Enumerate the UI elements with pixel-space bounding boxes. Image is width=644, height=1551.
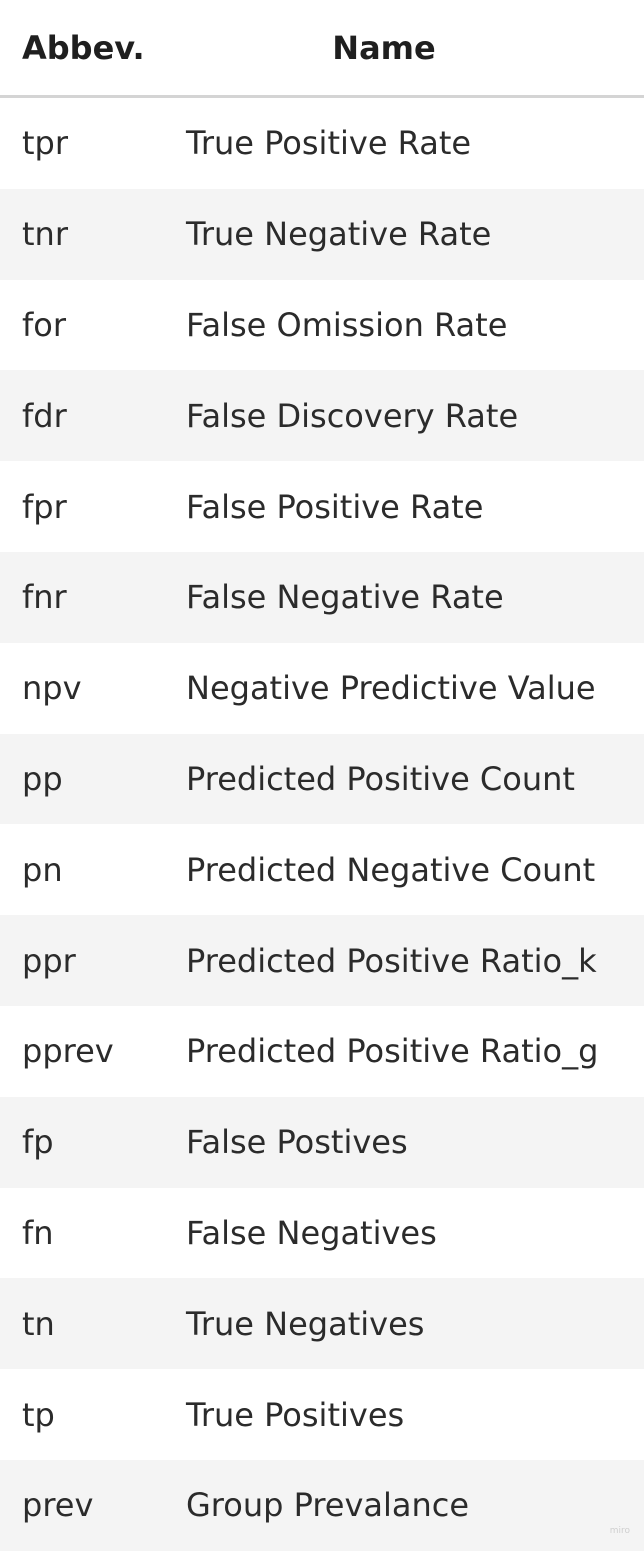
cell-abbrev: tnr — [22, 215, 68, 254]
cell-name: True Positive Rate — [186, 124, 472, 163]
table-row: pprev Predicted Positive Ratio_g — [0, 1006, 644, 1097]
table-row: fpr False Positive Rate — [0, 461, 644, 552]
cell-name: True Negative Rate — [186, 215, 492, 254]
cell-abbrev: pn — [22, 850, 63, 889]
cell-name: Group Prevalance — [186, 1486, 470, 1525]
cell-abbrev: ppr — [22, 941, 76, 980]
cell-abbrev: pprev — [22, 1032, 114, 1071]
table-row: npv Negative Predictive Value — [0, 643, 644, 734]
cell-abbrev: fdr — [22, 396, 67, 435]
cell-name: Predicted Positive Ratio_k — [186, 941, 597, 980]
header-name: Name — [332, 28, 436, 67]
cell-name: Predicted Positive Ratio_g — [186, 1032, 599, 1071]
cell-name: True Negatives — [186, 1304, 425, 1343]
cell-name: False Discovery Rate — [186, 396, 519, 435]
cell-abbrev: fnr — [22, 578, 67, 617]
header-abbrev: Abbev. — [22, 28, 145, 67]
cell-name: False Negative Rate — [186, 578, 504, 617]
cell-abbrev: pp — [22, 759, 63, 798]
cell-name: False Positive Rate — [186, 487, 484, 526]
table-row: fp False Postives — [0, 1096, 644, 1188]
cell-name: False Negatives — [186, 1213, 437, 1252]
table-row: tn True Negatives — [0, 1278, 644, 1370]
table-row: tnr True Negative Rate — [0, 188, 644, 280]
cell-abbrev: tp — [22, 1395, 55, 1434]
table-row: fn False Negatives — [0, 1188, 644, 1279]
cell-abbrev: for — [22, 305, 66, 344]
cell-name: Predicted Positive Count — [186, 759, 575, 798]
table-row: tpr True Positive Rate — [0, 98, 644, 189]
table-row: prev Group Prevalance — [0, 1459, 644, 1551]
cell-abbrev: fpr — [22, 487, 67, 526]
table-row: pp Predicted Positive Count — [0, 733, 644, 825]
cell-abbrev: prev — [22, 1486, 94, 1525]
table-row: pn Predicted Negative Count — [0, 824, 644, 915]
table-row: fnr False Negative Rate — [0, 551, 644, 643]
cell-name: Negative Predictive Value — [186, 669, 596, 708]
cell-abbrev: npv — [22, 669, 82, 708]
cell-abbrev: tpr — [22, 124, 69, 163]
table-header-row: Abbev. Name — [0, 0, 644, 98]
table-row: ppr Predicted Positive Ratio_k — [0, 915, 644, 1006]
cell-name: Predicted Negative Count — [186, 850, 596, 889]
cell-name: False Postives — [186, 1123, 408, 1162]
table-body: tpr True Positive Rate tnr True Negative Ra… — [0, 98, 644, 1551]
table-row: tp True Positives — [0, 1369, 644, 1460]
cell-abbrev: fn — [22, 1213, 54, 1252]
cell-name: False Omission Rate — [186, 305, 508, 344]
table-row: fdr False Discovery Rate — [0, 370, 644, 462]
watermark-logo: miro — [609, 1526, 630, 1536]
cell-abbrev: tn — [22, 1304, 55, 1343]
table-row: for False Omission Rate — [0, 280, 644, 371]
cell-name: True Positives — [186, 1395, 405, 1434]
cell-abbrev: fp — [22, 1123, 54, 1162]
